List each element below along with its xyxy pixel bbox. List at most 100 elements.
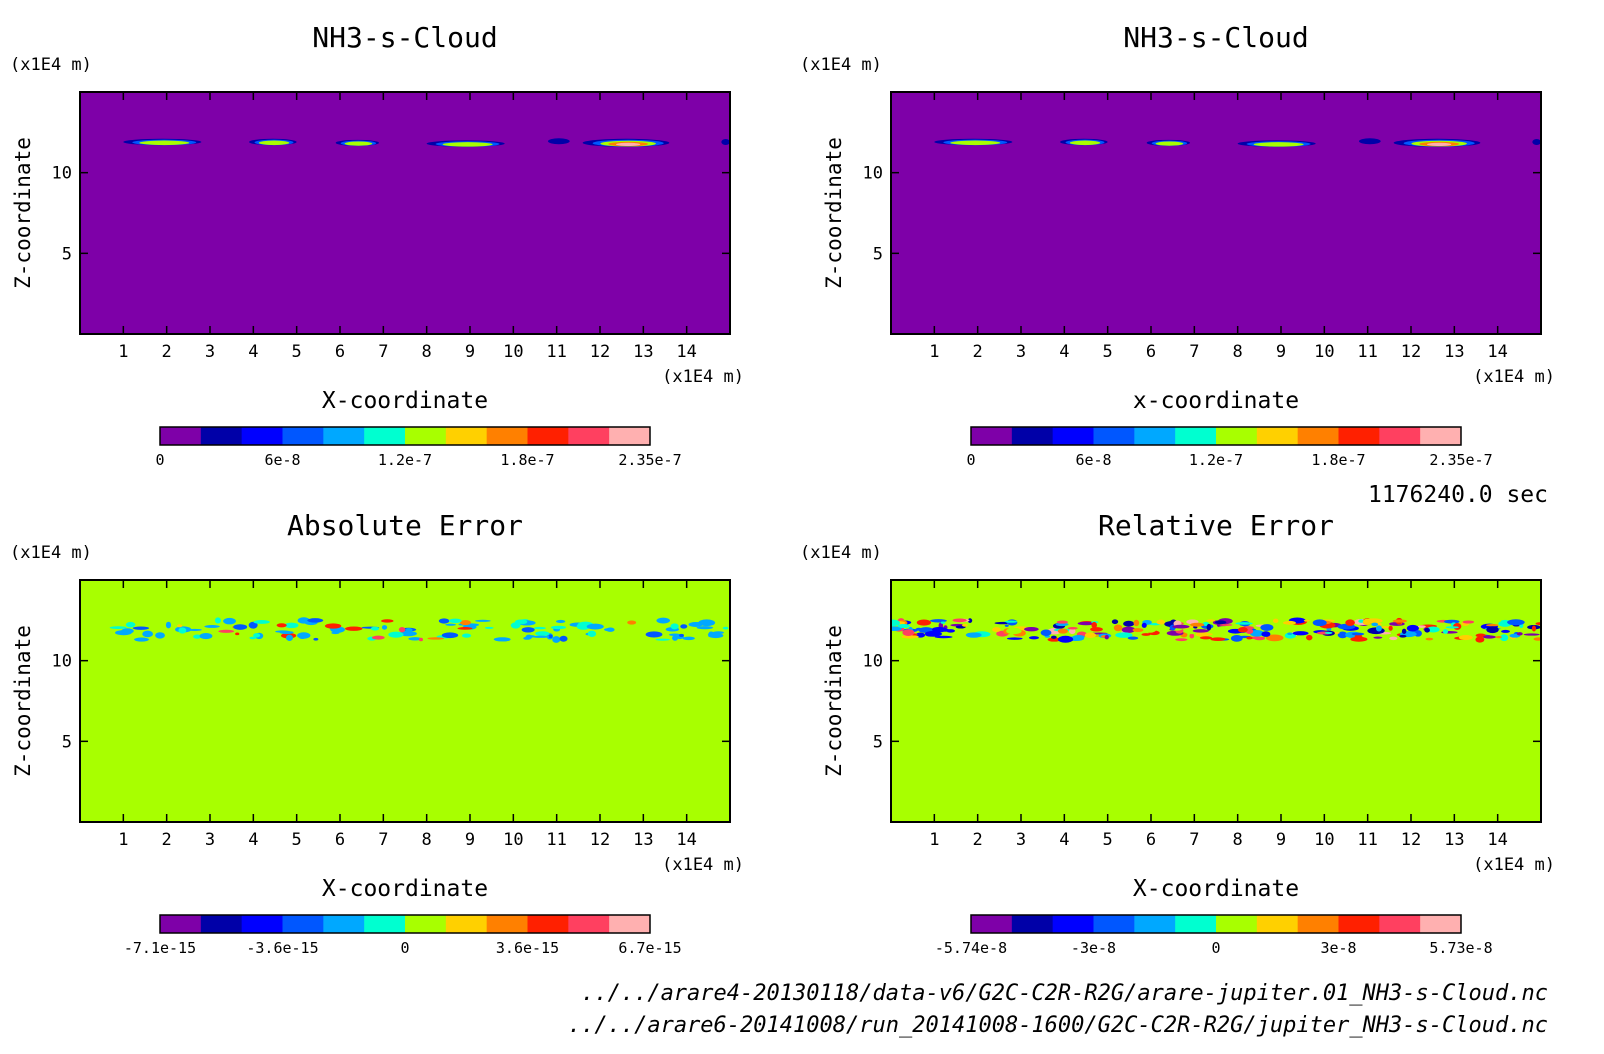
- error-patch: [1091, 621, 1097, 629]
- plot-frame: [890, 91, 1542, 335]
- error-patch: [284, 622, 299, 629]
- error-patch: [1303, 619, 1310, 622]
- error-patch: [253, 633, 261, 638]
- error-patch: [132, 626, 150, 630]
- error-patch: [1350, 636, 1368, 642]
- error-patch: [275, 630, 290, 633]
- colorbar-swatch: [1093, 915, 1135, 933]
- colorbar-tick-label: -3e-8: [1071, 939, 1116, 957]
- x-tick-label: 9: [1276, 342, 1286, 362]
- error-patch: [679, 633, 684, 638]
- error-patch: [388, 631, 404, 638]
- error-patch: [441, 632, 459, 639]
- error-patch: [1384, 637, 1391, 640]
- error-patch: [1219, 623, 1233, 626]
- error-patch: [1246, 636, 1253, 640]
- error-patch: [1121, 626, 1136, 633]
- cloud-contour: [258, 140, 290, 146]
- error-patch: [371, 635, 385, 640]
- error-patch: [1056, 620, 1068, 624]
- x-tick-label: 2: [162, 830, 172, 850]
- panel-2: NH3-s-Cloud(x1E4 m)(x1E4 m)1 2 3 4 5 6 7 8 9 10 11…: [800, 21, 1555, 469]
- error-patch: [1531, 625, 1537, 632]
- error-patch: [712, 631, 724, 635]
- x-tick-label: 12: [590, 830, 610, 850]
- error-patch: [1113, 624, 1123, 632]
- error-patch: [370, 626, 380, 631]
- error-patch: [1502, 626, 1519, 631]
- colorbar-swatch: [1011, 915, 1054, 933]
- error-patch: [606, 627, 615, 632]
- colorbar-tick-label: 1.2e-7: [378, 451, 432, 469]
- error-patch: [1050, 635, 1057, 639]
- colorbar-swatch: [282, 915, 324, 933]
- colorbar-swatch: [1256, 915, 1299, 933]
- panel-title: Relative Error: [1098, 509, 1334, 542]
- colorbar-frame: [159, 914, 651, 934]
- y-tick-label: 5: [62, 244, 72, 264]
- x-axis-label: X-coordinate: [322, 876, 488, 902]
- error-patch: [1351, 632, 1365, 636]
- colorbar-tick-label: 0: [400, 939, 409, 957]
- error-patch: [688, 622, 703, 628]
- x-tick-label: 5: [1103, 342, 1113, 362]
- y-tick-label: 10: [52, 164, 72, 184]
- error-patch: [1199, 636, 1213, 640]
- x-tick-label: 6: [1146, 830, 1156, 850]
- colorbar-swatch: [323, 427, 365, 445]
- error-patch: [445, 623, 457, 626]
- x-tick-label: 5: [292, 830, 302, 850]
- error-patch: [1392, 619, 1407, 623]
- cloud-contour: [1427, 142, 1452, 147]
- colorbar-swatch: [200, 915, 243, 933]
- error-patch: [109, 626, 127, 630]
- error-patch: [707, 633, 715, 636]
- colorbar-tick-label: 2.35e-7: [1429, 451, 1492, 469]
- error-patch: [1507, 619, 1525, 626]
- x-tick-label: 7: [378, 342, 388, 362]
- error-patch: [1535, 622, 1541, 626]
- y-tick-label: 5: [873, 244, 883, 264]
- error-patch: [253, 620, 270, 624]
- error-patch: [1115, 632, 1133, 638]
- x-unit-label: (x1E4 m): [662, 367, 744, 387]
- plot-frame: [890, 579, 1542, 823]
- colorbar-tick-label: 1.2e-7: [1189, 451, 1243, 469]
- error-patch: [1077, 621, 1095, 626]
- x-tick-label: 3: [1016, 342, 1026, 362]
- error-patch: [1426, 626, 1440, 633]
- error-patch: [134, 637, 149, 642]
- error-patch: [1237, 627, 1248, 633]
- colorbar-swatch: [1052, 427, 1094, 445]
- error-patch: [381, 625, 388, 630]
- error-patch: [992, 627, 1001, 633]
- error-patch: [1324, 631, 1333, 634]
- x-tick-label: 10: [503, 830, 523, 850]
- error-patch: [1123, 620, 1135, 627]
- colorbar-swatch: [1011, 427, 1054, 445]
- colorbar-swatch: [527, 427, 569, 445]
- error-patch: [1442, 629, 1449, 634]
- error-patch: [1249, 619, 1267, 625]
- x-tick-label: 4: [248, 342, 258, 362]
- error-patch: [1141, 633, 1151, 636]
- colorbar-swatch: [971, 427, 1013, 445]
- error-patch: [155, 632, 165, 639]
- colorbar-swatch: [405, 915, 447, 933]
- error-patch: [307, 618, 324, 623]
- x-unit-label: (x1E4 m): [1473, 367, 1555, 387]
- colorbar: 0 6e-8 1.2e-7 1.8e-7 2.35e-7: [966, 426, 1493, 469]
- x-tick-label: 4: [1059, 342, 1069, 362]
- colorbar-tick-label: 1.8e-7: [1311, 451, 1365, 469]
- error-patch: [1337, 631, 1348, 639]
- error-patch: [1057, 628, 1069, 634]
- x-tick-label: 12: [1401, 342, 1421, 362]
- panel-4: Relative Error(x1E4 m)(x1E4 m)1 2 3 4 5 6 7 8 9 1…: [800, 509, 1555, 957]
- x-tick-label: 11: [1357, 830, 1377, 850]
- x-tick-label: 11: [546, 342, 566, 362]
- error-patch: [576, 623, 591, 630]
- colorbar-swatch: [527, 915, 569, 933]
- error-patch: [952, 618, 967, 623]
- error-patch: [193, 634, 202, 639]
